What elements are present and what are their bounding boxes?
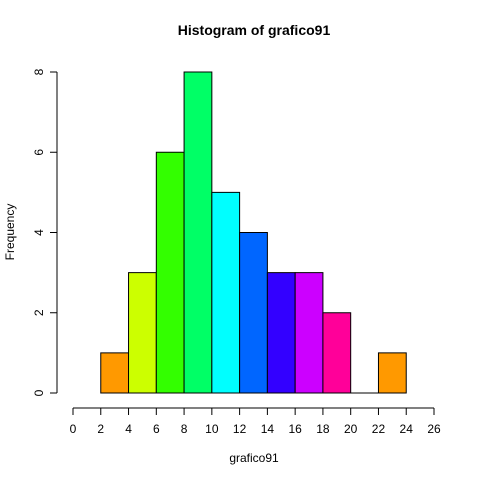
- x-tick-label-16: 16: [288, 422, 302, 436]
- x-tick-label-8: 8: [181, 422, 188, 436]
- histogram-bar-4-6: [128, 272, 157, 394]
- y-tick-label-0: 0: [32, 389, 46, 396]
- x-tick-label-14: 14: [261, 422, 275, 436]
- histogram-bar-6-8: [155, 151, 185, 394]
- histogram-bar-16-18: [294, 272, 324, 394]
- x-tick-label-10: 10: [205, 422, 219, 436]
- y-axis-label: Frequency: [3, 204, 17, 261]
- y-tick-label-8: 8: [32, 68, 46, 75]
- x-tick-label-22: 22: [372, 422, 386, 436]
- x-axis: 0 2 4 6 8 10 12 14 16 18 20 22 24 26: [70, 407, 441, 436]
- x-tick-label-0: 0: [70, 422, 77, 436]
- x-tick-label-2: 2: [97, 422, 104, 436]
- histogram-bar-14-16: [266, 272, 296, 394]
- x-axis-label: grafico91: [229, 451, 279, 465]
- chart-title: Histogram of grafico91: [178, 22, 331, 38]
- x-tick-label-6: 6: [153, 422, 160, 436]
- x-tick-label-24: 24: [400, 422, 414, 436]
- y-tick-label-2: 2: [32, 309, 46, 316]
- x-tick-label-4: 4: [125, 422, 132, 436]
- histogram-bar-8-10: [183, 71, 213, 394]
- histogram-bar-10-12: [211, 191, 241, 394]
- x-tick-label-18: 18: [316, 422, 330, 436]
- histogram-bar-12-14: [239, 232, 268, 394]
- histogram-bar-22-24: [377, 352, 407, 394]
- x-tick-label-12: 12: [233, 422, 247, 436]
- y-tick-label-4: 4: [32, 229, 46, 236]
- x-tick-label-20: 20: [344, 422, 358, 436]
- y-tick-label-6: 6: [32, 149, 46, 156]
- histogram-bar-18-20: [322, 312, 352, 394]
- histogram-bar-2-4: [100, 352, 130, 394]
- x-tick-label-26: 26: [427, 422, 441, 436]
- bars-group: [100, 71, 407, 394]
- y-axis: 0 2 4 6 8: [32, 68, 58, 396]
